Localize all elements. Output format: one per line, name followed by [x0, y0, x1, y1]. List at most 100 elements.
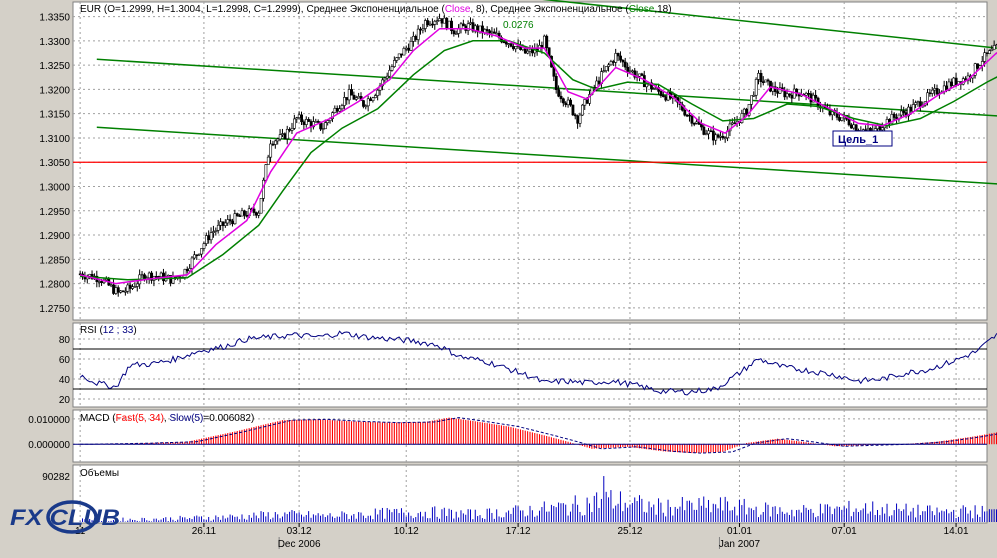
candle-body: [109, 284, 113, 287]
candle-body: [947, 81, 951, 91]
price-tick-label: 1.3300: [39, 37, 70, 48]
candle-body: [224, 222, 227, 226]
price-tick-label: 1.2900: [39, 231, 70, 242]
candle-body: [990, 48, 994, 51]
candle-body: [278, 134, 282, 140]
candle-body: [711, 130, 715, 141]
candle-body: [811, 94, 815, 103]
month-label: Dec 2006: [278, 539, 321, 550]
candle-body: [414, 36, 418, 40]
rsi-panel: [72, 322, 988, 408]
candle-body: [183, 268, 187, 278]
candle-body: [562, 98, 565, 104]
candle-body: [731, 122, 734, 125]
candle-body: [312, 121, 315, 128]
candlesticks: [78, 13, 997, 297]
candle-body: [112, 284, 115, 294]
candle-body: [302, 121, 306, 125]
candle-body: [588, 94, 592, 104]
candle-body: [595, 80, 599, 88]
candle-body: [254, 212, 258, 216]
candle-body: [293, 118, 296, 129]
candle-body: [126, 284, 130, 292]
candle-body: [509, 43, 513, 47]
candle-body: [276, 138, 280, 142]
candle-body: [604, 66, 608, 71]
candle-body: [847, 118, 851, 126]
candle-body: [324, 122, 327, 130]
candle-body: [612, 61, 615, 63]
candle-body: [264, 164, 268, 181]
candle-body: [573, 114, 577, 117]
candle-body: [207, 235, 211, 241]
candle-body: [807, 93, 810, 95]
candle-body: [114, 287, 118, 294]
candle-body: [542, 35, 546, 49]
candle-body: [766, 79, 770, 82]
candle-body: [381, 79, 384, 87]
volume-tick-label: 90282: [42, 472, 70, 483]
candle-body: [269, 143, 273, 158]
candle-body: [742, 108, 746, 114]
candle-body: [416, 28, 420, 40]
target-label-box[interactable]: Цель_1: [832, 130, 893, 147]
candle-body: [238, 215, 242, 217]
candle-body: [128, 284, 132, 289]
price-tick-label: 1.3100: [39, 134, 70, 145]
main-legend: EUR (O=1.2999, H=1.3004, L=1.2998, C=1.2…: [80, 4, 672, 15]
price-tick-label: 1.2750: [39, 304, 70, 315]
time-tick-label: 26.11: [192, 526, 217, 537]
candle-body: [116, 287, 120, 293]
candle-body: [195, 254, 199, 257]
legend-ema8: Среднее Экспоненциальное (: [307, 4, 446, 15]
candle-body: [393, 60, 396, 67]
candle-body: [492, 31, 496, 34]
candle-body: [288, 128, 292, 131]
rsi-tick-label: 80: [59, 335, 71, 346]
channel-width-label: 0.0276: [503, 20, 534, 31]
candle-body: [628, 70, 632, 73]
candle-body: [373, 95, 377, 99]
candle-body: [404, 47, 408, 50]
candle-body: [928, 92, 932, 95]
candle-body: [121, 290, 125, 293]
candle-body: [397, 53, 401, 58]
candle-body: [231, 220, 234, 225]
candle-body: [764, 79, 768, 83]
macd-indicator: [73, 417, 997, 454]
candle-body: [854, 124, 858, 131]
candle-body: [445, 17, 449, 29]
candle-body: [395, 57, 399, 61]
candle-body: [131, 286, 135, 289]
candle-body: [135, 283, 139, 287]
channel-line-lower: [96, 126, 997, 185]
candle-body: [407, 47, 411, 51]
candle-body: [992, 45, 996, 50]
candle-body: [973, 63, 977, 76]
candle-body: [785, 93, 789, 98]
candle-body: [376, 89, 380, 96]
rsi-line: [79, 330, 997, 396]
candle-body: [652, 88, 656, 90]
candle-body: [490, 31, 494, 34]
candle-body: [259, 198, 263, 214]
candle-body: [914, 102, 918, 105]
candle-body: [462, 23, 465, 27]
candle-body: [364, 105, 368, 108]
candle-body: [804, 93, 808, 96]
candle-body: [419, 28, 423, 31]
candle-body: [314, 121, 318, 123]
candle-body: [235, 213, 239, 216]
candle-body: [488, 30, 492, 34]
time-tick-label: 17.12: [506, 526, 531, 537]
candle-body: [257, 212, 261, 216]
target-label: Цель_1: [838, 134, 878, 146]
time-axis: 11 26.11 03.12 10.12 17.12 25.12 01.01 07.01 14.…: [75, 523, 969, 550]
candle-body: [528, 48, 532, 52]
candle-body: [228, 219, 232, 222]
candle-body: [840, 117, 844, 121]
candle-body: [988, 50, 991, 54]
candle-body: [773, 86, 777, 92]
